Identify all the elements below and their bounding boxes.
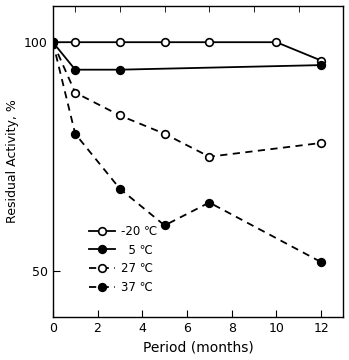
37 ℃ — [163, 223, 167, 228]
Y-axis label: Residual Activity, %: Residual Activity, % — [6, 99, 18, 223]
-20 ℃ — [207, 40, 211, 44]
27 ℃ — [73, 90, 77, 95]
-20 ℃ — [163, 40, 167, 44]
27 ℃ — [51, 40, 55, 44]
37 ℃ — [73, 132, 77, 136]
-20 ℃ — [118, 40, 122, 44]
  5 ℃ — [51, 40, 55, 44]
Line: 27 ℃: 27 ℃ — [49, 39, 325, 161]
Line: -20 ℃: -20 ℃ — [49, 39, 325, 64]
37 ℃ — [319, 260, 323, 264]
Line:   5 ℃: 5 ℃ — [49, 39, 325, 73]
-20 ℃ — [51, 40, 55, 44]
X-axis label: Period (months): Period (months) — [143, 341, 253, 355]
37 ℃ — [51, 40, 55, 44]
27 ℃ — [207, 154, 211, 159]
Legend: -20 ℃,   5 ℃, 27 ℃, 37 ℃: -20 ℃, 5 ℃, 27 ℃, 37 ℃ — [84, 220, 162, 299]
27 ℃ — [163, 132, 167, 136]
-20 ℃ — [319, 58, 323, 63]
37 ℃ — [207, 201, 211, 205]
-20 ℃ — [274, 40, 279, 44]
Line: 37 ℃: 37 ℃ — [49, 39, 325, 266]
37 ℃ — [118, 186, 122, 191]
-20 ℃ — [73, 40, 77, 44]
  5 ℃ — [319, 63, 323, 67]
27 ℃ — [319, 141, 323, 145]
27 ℃ — [118, 113, 122, 118]
  5 ℃ — [73, 68, 77, 72]
  5 ℃ — [118, 68, 122, 72]
